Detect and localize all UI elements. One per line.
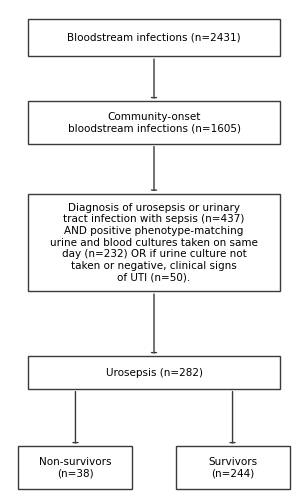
Text: Survivors
(n=244): Survivors (n=244) — [208, 456, 257, 478]
Text: Urosepsis (n=282): Urosepsis (n=282) — [106, 368, 202, 378]
Bar — [28, 18, 280, 56]
Bar — [176, 446, 290, 489]
Text: Diagnosis of urosepsis or urinary
tract infection with sepsis (n=437)
AND positi: Diagnosis of urosepsis or urinary tract … — [50, 202, 258, 282]
Bar — [28, 101, 280, 144]
Bar — [28, 356, 280, 389]
Text: Non-survivors
(n=38): Non-survivors (n=38) — [39, 456, 112, 478]
Text: Community-onset
bloodstream infections (n=1605): Community-onset bloodstream infections (… — [67, 112, 241, 134]
Bar — [28, 194, 280, 291]
Bar — [18, 446, 132, 489]
Text: Bloodstream infections (n=2431): Bloodstream infections (n=2431) — [67, 32, 241, 42]
